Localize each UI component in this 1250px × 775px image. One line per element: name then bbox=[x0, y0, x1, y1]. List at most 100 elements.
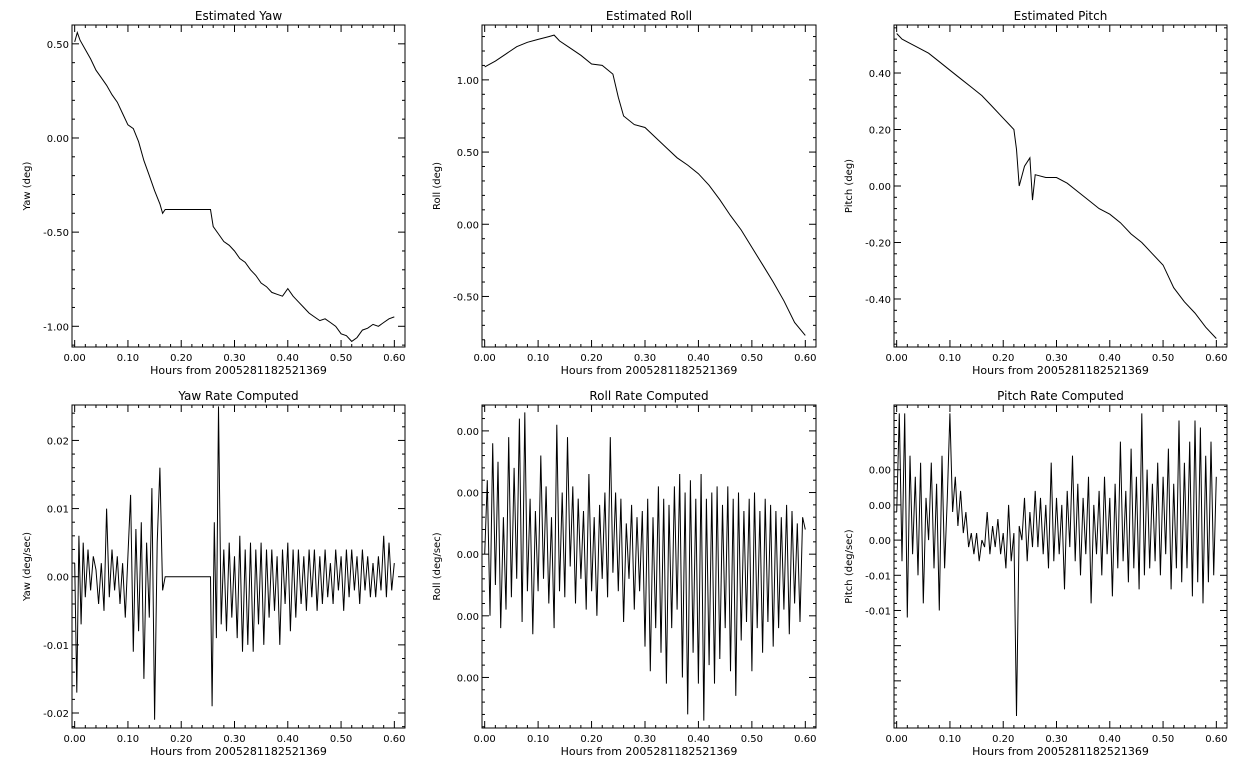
roll-frame bbox=[481, 24, 817, 348]
roll-rate-xtick-label: 0.30 bbox=[634, 734, 656, 745]
pitch-xtick-label: 0.50 bbox=[1152, 353, 1174, 364]
yaw-panel: Estimated Yaw 0.00 0.10 0.20 0.30 0.40 0.50 0.6… bbox=[22, 9, 406, 377]
yaw-rate-xtick-label: 0.30 bbox=[223, 734, 245, 745]
roll-xtick-label: 0.40 bbox=[687, 353, 709, 364]
roll-rate-xtick-label: 0.20 bbox=[580, 734, 602, 745]
roll-xtick-label: 0.00 bbox=[474, 353, 496, 364]
pitch-rate-panel: Pitch Rate Computed 0.00 0.10 0.20 0.30 0.40 0… bbox=[844, 389, 1228, 758]
roll-ytick-label: -0.50 bbox=[453, 292, 479, 303]
roll-ylabel: Roll (deg) bbox=[432, 162, 443, 210]
pitch-rate-xtick-label: 0.40 bbox=[1099, 734, 1121, 745]
roll-xlabel: Hours from 2005281182521369 bbox=[561, 364, 738, 377]
pitch-rate-xtick-label: 0.30 bbox=[1045, 734, 1067, 745]
yaw-rate-panel: Yaw Rate Computed 0.00 0.10 0.20 0.30 0.40 0.5… bbox=[22, 389, 406, 758]
yaw-rate-xtick-label: 0.50 bbox=[330, 734, 352, 745]
pitch-xlabel: Hours from 2005281182521369 bbox=[972, 364, 1149, 377]
pitch-title: Estimated Pitch bbox=[1014, 9, 1108, 23]
pitch-rate-ytick-label: 0.00 bbox=[869, 466, 891, 477]
roll-title: Estimated Roll bbox=[606, 9, 692, 23]
roll-rate-ytick-label: 0.00 bbox=[457, 550, 479, 561]
roll-series-line bbox=[484, 34, 806, 336]
pitch-xtick-label: 0.30 bbox=[1045, 353, 1067, 364]
yaw-rate-xlabel: Hours from 2005281182521369 bbox=[150, 745, 327, 758]
roll-rate-ylabel: Roll (deg/sec) bbox=[432, 532, 443, 600]
roll-rate-xtick-label: 0.00 bbox=[474, 734, 496, 745]
roll-xtick-label: 0.60 bbox=[794, 353, 816, 364]
roll-ytick-label: 1.00 bbox=[457, 76, 479, 87]
yaw-xlabel: Hours from 2005281182521369 bbox=[150, 364, 327, 377]
roll-rate-ytick-label: 0.00 bbox=[457, 612, 479, 623]
yaw-ylabel: Yaw (deg) bbox=[22, 161, 33, 211]
yaw-rate-xtick-label: 0.60 bbox=[383, 734, 405, 745]
roll-rate-xtick-label: 0.10 bbox=[527, 734, 549, 745]
yaw-xtick-label: 0.30 bbox=[223, 353, 245, 364]
yaw-ytick-label: -0.50 bbox=[43, 228, 69, 239]
pitch-rate-frame bbox=[893, 404, 1228, 729]
yaw-rate-ylabel: Yaw (deg/sec) bbox=[22, 532, 33, 602]
yaw-series-line bbox=[74, 30, 395, 343]
pitch-rate-ytick-label: -0.01 bbox=[865, 571, 891, 582]
yaw-ytick-label: 0.00 bbox=[47, 134, 69, 145]
roll-rate-xtick-label: 0.60 bbox=[794, 734, 816, 745]
pitch-rate-xtick-label: 0.10 bbox=[939, 734, 961, 745]
roll-xtick-label: 0.30 bbox=[634, 353, 656, 364]
yaw-rate-ytick-label: -0.02 bbox=[43, 709, 69, 720]
pitch-panel: Estimated Pitch 0.00 0.10 0.20 0.30 0.40 0.50 0… bbox=[844, 9, 1228, 377]
pitch-frame bbox=[893, 24, 1228, 348]
yaw-title: Estimated Yaw bbox=[195, 9, 282, 23]
roll-ytick-label: 0.00 bbox=[457, 220, 479, 231]
pitch-ytick-label: -0.20 bbox=[865, 238, 891, 249]
yaw-rate-xtick-label: 0.00 bbox=[64, 734, 86, 745]
pitch-rate-ytick-label: -0.01 bbox=[865, 606, 891, 617]
pitch-xtick-label: 0.10 bbox=[939, 353, 961, 364]
pitch-ytick-label: 0.20 bbox=[869, 126, 891, 137]
roll-rate-xtick-label: 0.40 bbox=[687, 734, 709, 745]
pitch-rate-ylabel: Pitch (deg/sec) bbox=[844, 529, 855, 604]
yaw-rate-ytick-label: -0.01 bbox=[43, 641, 69, 652]
yaw-xtick-label: 0.50 bbox=[330, 353, 352, 364]
roll-panel: Estimated Roll 0.00 0.10 0.20 0.30 0.40 0.50 0.… bbox=[432, 9, 817, 377]
roll-rate-xlabel: Hours from 2005281182521369 bbox=[561, 745, 738, 758]
roll-rate-panel: Roll Rate Computed 0.00 0.10 0.20 0.30 0.40 0.… bbox=[432, 389, 817, 758]
pitch-xtick-label: 0.60 bbox=[1205, 353, 1227, 364]
yaw-xtick-label: 0.60 bbox=[383, 353, 405, 364]
pitch-ytick-label: -0.40 bbox=[865, 295, 891, 306]
yaw-xtick-label: 0.10 bbox=[117, 353, 139, 364]
roll-rate-ytick-label: 0.00 bbox=[457, 489, 479, 500]
yaw-rate-ytick-label: 0.01 bbox=[47, 505, 69, 516]
pitch-ylabel: Pitch (deg) bbox=[844, 159, 855, 213]
roll-xtick-label: 0.10 bbox=[527, 353, 549, 364]
yaw-rate-xtick-label: 0.40 bbox=[277, 734, 299, 745]
roll-xtick-label: 0.50 bbox=[741, 353, 763, 364]
pitch-rate-xtick-label: 0.00 bbox=[886, 734, 908, 745]
yaw-rate-series-line bbox=[74, 406, 395, 720]
pitch-rate-xtick-label: 0.60 bbox=[1205, 734, 1227, 745]
pitch-ytick-label: 0.00 bbox=[869, 182, 891, 193]
pitch-rate-xtick-label: 0.20 bbox=[992, 734, 1014, 745]
pitch-rate-ytick-label: 0.00 bbox=[869, 536, 891, 547]
roll-rate-series-line bbox=[484, 412, 806, 721]
yaw-xtick-label: 0.20 bbox=[170, 353, 192, 364]
pitch-rate-series-line bbox=[896, 413, 1217, 717]
pitch-xtick-label: 0.00 bbox=[886, 353, 908, 364]
roll-rate-ytick-label: 0.00 bbox=[457, 673, 479, 684]
pitch-rate-xlabel: Hours from 2005281182521369 bbox=[972, 745, 1149, 758]
yaw-frame bbox=[71, 24, 406, 348]
yaw-rate-title: Yaw Rate Computed bbox=[177, 389, 298, 403]
roll-rate-ytick-label: 0.00 bbox=[457, 427, 479, 438]
yaw-ytick-label: 0.50 bbox=[47, 40, 69, 51]
roll-rate-xtick-label: 0.50 bbox=[741, 734, 763, 745]
pitch-rate-xtick-label: 0.50 bbox=[1152, 734, 1174, 745]
yaw-rate-xtick-label: 0.10 bbox=[117, 734, 139, 745]
roll-xtick-label: 0.20 bbox=[580, 353, 602, 364]
yaw-rate-xtick-label: 0.20 bbox=[170, 734, 192, 745]
pitch-xtick-label: 0.40 bbox=[1099, 353, 1121, 364]
pitch-ytick-label: 0.40 bbox=[869, 69, 891, 80]
yaw-ytick-label: -1.00 bbox=[43, 322, 69, 333]
roll-ytick-label: 0.50 bbox=[457, 148, 479, 159]
pitch-series-line bbox=[896, 33, 1217, 339]
yaw-rate-ytick-label: 0.00 bbox=[47, 573, 69, 584]
yaw-rate-ytick-label: 0.02 bbox=[47, 436, 69, 447]
yaw-xtick-label: 0.00 bbox=[64, 353, 86, 364]
